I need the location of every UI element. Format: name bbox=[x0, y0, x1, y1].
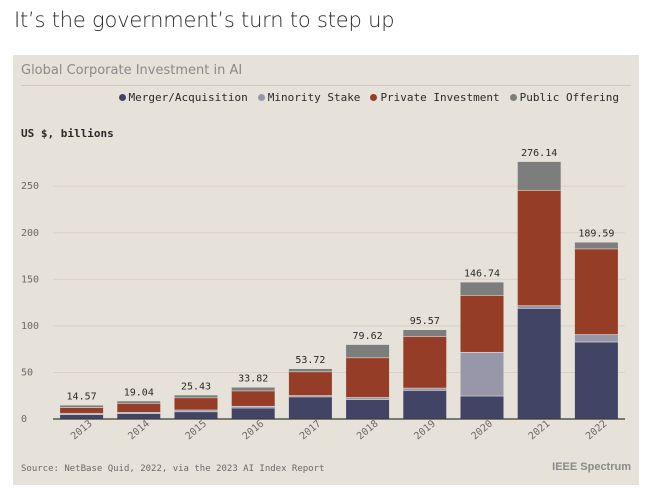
total-label: 79.62 bbox=[353, 331, 383, 342]
bar-segment bbox=[60, 412, 104, 415]
legend-label-merger: Merger/Acquisition bbox=[128, 91, 248, 104]
bar-segment bbox=[517, 308, 561, 419]
legend-swatch-private bbox=[370, 94, 378, 101]
legend-item-public: Public Offering bbox=[509, 91, 619, 104]
bar-segment bbox=[460, 295, 504, 352]
x-tick-label: 2015 bbox=[184, 418, 210, 442]
bar-segment bbox=[517, 189, 561, 306]
x-tick-label: 2014 bbox=[126, 418, 152, 442]
brand-logo: IEEE Spectrum bbox=[552, 461, 631, 473]
legend-swatch-public bbox=[509, 94, 517, 101]
bar-segment bbox=[403, 336, 447, 388]
total-label: 33.82 bbox=[238, 374, 268, 385]
bar-segment bbox=[574, 242, 618, 249]
bar-segment bbox=[174, 395, 218, 398]
y-tick-label: 50 bbox=[21, 367, 33, 378]
legend-swatch-merger bbox=[118, 94, 126, 101]
bar-segment bbox=[288, 395, 332, 397]
bar-segment bbox=[60, 405, 104, 408]
x-tick-label: 2018 bbox=[355, 418, 381, 442]
legend-item-merger: Merger/Acquisition bbox=[118, 91, 248, 104]
bar-segment bbox=[403, 387, 447, 391]
x-tick-label: 2022 bbox=[584, 418, 610, 442]
chart-legend: Merger/Acquisition Minority Stake Privat… bbox=[118, 91, 619, 104]
bar-segment bbox=[174, 397, 218, 410]
bar-segment bbox=[574, 248, 618, 335]
x-tick-label: 2016 bbox=[241, 418, 267, 442]
chart-title: Global Corporate Investment in AI bbox=[21, 63, 243, 78]
legend-item-minority: Minority Stake bbox=[257, 91, 361, 104]
bar-segment bbox=[231, 387, 275, 391]
bar-segment bbox=[574, 341, 618, 419]
y-tick-label: 250 bbox=[21, 181, 39, 192]
bar-segment bbox=[117, 413, 161, 419]
legend-swatch-minority bbox=[257, 94, 265, 101]
total-label: 14.57 bbox=[67, 391, 97, 402]
bar-segment bbox=[460, 351, 504, 396]
bar-segment bbox=[517, 161, 561, 190]
bar-segment bbox=[574, 334, 618, 342]
bar-segment bbox=[174, 409, 218, 412]
bar-segment bbox=[517, 305, 561, 309]
bar-segment bbox=[231, 405, 275, 408]
y-tick-label: 100 bbox=[21, 321, 39, 332]
x-tick-label: 2019 bbox=[412, 418, 438, 442]
bar-segment bbox=[60, 414, 104, 419]
bar-segment bbox=[288, 396, 332, 419]
total-label: 25.43 bbox=[181, 381, 211, 392]
bar-segment bbox=[346, 399, 390, 419]
x-tick-label: 2021 bbox=[527, 418, 553, 442]
bar-segment bbox=[174, 411, 218, 419]
total-label: 19.04 bbox=[124, 387, 154, 398]
headline: It’s the government’s turn to step up bbox=[14, 8, 395, 32]
x-tick-label: 2013 bbox=[69, 418, 95, 442]
bar-segment bbox=[460, 395, 504, 419]
total-label: 146.74 bbox=[464, 268, 500, 279]
x-tick-label: 2020 bbox=[470, 418, 496, 442]
title-divider bbox=[21, 85, 631, 86]
x-tick-label: 2017 bbox=[298, 418, 324, 442]
total-label: 189.59 bbox=[578, 228, 614, 239]
source-note: Source: NetBase Quid, 2022, via the 2023… bbox=[21, 464, 325, 474]
bar-segment bbox=[288, 368, 332, 372]
bar-segment bbox=[403, 390, 447, 419]
y-tick-label: 150 bbox=[21, 274, 39, 285]
bar-segment bbox=[117, 401, 161, 404]
bar-segment bbox=[403, 330, 447, 337]
y-axis-units: US $, billions bbox=[21, 127, 114, 140]
bar-segment bbox=[346, 357, 390, 398]
bar-segment bbox=[117, 412, 161, 414]
chart-panel: Global Corporate Investment in AI Merger… bbox=[13, 55, 639, 485]
bar-segment bbox=[346, 344, 390, 358]
y-tick-label: 200 bbox=[21, 228, 39, 239]
total-label: 276.14 bbox=[521, 148, 557, 159]
bar-segment bbox=[231, 390, 275, 406]
y-tick-label: 0 bbox=[21, 414, 27, 425]
bar-segment bbox=[117, 403, 161, 413]
bar-segment bbox=[231, 407, 275, 419]
bar-chart: 0 50 100 150 200 250 14.57 2013 19.04 2014 25.43 20… bbox=[21, 148, 625, 442]
legend-label-public: Public Offering bbox=[519, 91, 619, 104]
bar-segment bbox=[460, 282, 504, 296]
legend-item-private: Private Investment bbox=[370, 91, 500, 104]
total-label: 53.72 bbox=[295, 355, 325, 366]
legend-label-private: Private Investment bbox=[380, 91, 500, 104]
legend-label-minority: Minority Stake bbox=[267, 91, 361, 104]
total-label: 95.57 bbox=[410, 316, 440, 327]
bar-segment bbox=[288, 371, 332, 396]
bar-segment bbox=[60, 407, 104, 413]
bar-segment bbox=[346, 397, 390, 400]
